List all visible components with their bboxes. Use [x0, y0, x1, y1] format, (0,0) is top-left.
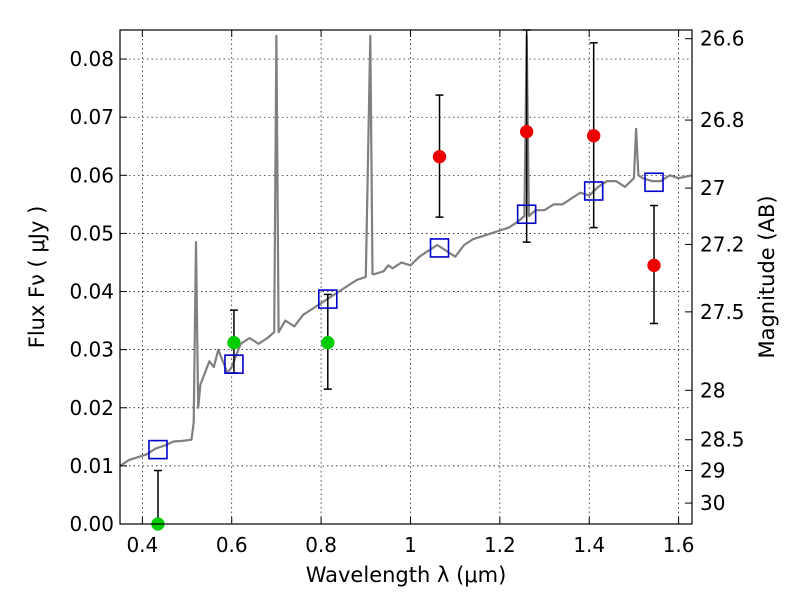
model-point — [516, 204, 537, 225]
model-point — [224, 354, 244, 374]
x-tick-label: 0.4 — [126, 533, 158, 557]
x-tick-label: 1.2 — [484, 533, 516, 557]
y-tick-label: 0.02 — [69, 396, 114, 420]
y-tick-label: 0.04 — [69, 280, 114, 304]
x-axis-label: Wavelength λ (μm) — [306, 563, 507, 587]
y-tick-label: 0.03 — [69, 338, 114, 362]
axes-frame — [119, 29, 693, 525]
model-point — [644, 172, 664, 193]
x-tick-label: 1.4 — [573, 533, 605, 557]
right-axis-tick-label: 28 — [700, 378, 725, 402]
data-point — [647, 258, 661, 273]
data-point — [586, 129, 601, 143]
model-point — [429, 238, 450, 258]
y-tick-label: 0.05 — [69, 221, 114, 245]
y-tick-label: 0.06 — [69, 163, 114, 187]
x-tick-label: 1 — [404, 533, 417, 557]
y-tick-label: 0.07 — [69, 105, 114, 129]
y-tick-label: 0.01 — [69, 454, 114, 478]
y-tick-label: 0.00 — [69, 512, 114, 536]
model-point — [583, 181, 604, 201]
y-tick-label: 0.08 — [69, 47, 114, 71]
grid — [120, 30, 692, 525]
plot-area — [119, 29, 693, 531]
x-tick-label: 0.8 — [305, 533, 337, 557]
spectrum-line — [119, 34, 693, 467]
right-axis-label: Magnitude (AB) — [755, 195, 779, 358]
ticks: 0.4 0.6 0.8 1 1.2 1.4 1.6 0.00 0.01 0.02 0.03 0.04 0… — [69, 27, 744, 557]
x-tick-label: 0.6 — [216, 533, 248, 557]
right-axis-tick-label: 27.5 — [700, 300, 745, 324]
right-axis-tick-label: 29 — [700, 459, 725, 483]
right-axis-tick-label: 26.8 — [700, 108, 745, 132]
data-point — [432, 149, 447, 164]
x-tick-label: 1.6 — [663, 533, 695, 557]
data-point — [321, 335, 335, 350]
model-point — [317, 289, 338, 309]
right-axis-tick-label: 27 — [700, 176, 725, 200]
right-axis-tick-label: 28.5 — [700, 428, 745, 452]
data-point — [519, 124, 534, 139]
data-point — [227, 335, 241, 350]
right-axis-tick-label: 27.2 — [700, 232, 745, 256]
right-axis-tick-label: 30 — [700, 491, 725, 515]
right-axis-tick-label: 26.6 — [700, 27, 745, 51]
model-point — [148, 439, 168, 460]
y-axis-label: Flux Fν ( μJy ) — [25, 206, 49, 349]
